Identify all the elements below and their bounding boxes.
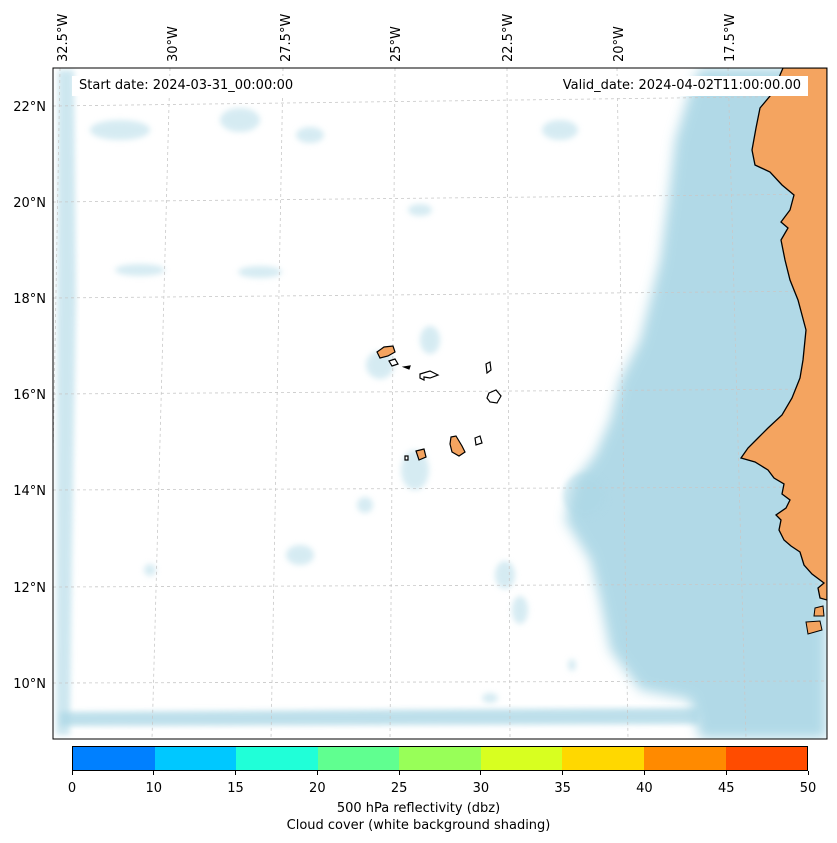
island-brava bbox=[404, 455, 409, 461]
colorbar-tick-mark bbox=[480, 771, 482, 775]
colorbar-segment bbox=[562, 747, 644, 770]
colorbar-tick-mark bbox=[235, 771, 237, 775]
lon-label: 32.5°W bbox=[56, 14, 71, 62]
colorbar-tick-label: 25 bbox=[390, 781, 408, 796]
colorbar-segment bbox=[725, 747, 808, 770]
colorbar-tick-mark bbox=[71, 771, 73, 775]
lat-label: 20°N bbox=[13, 196, 46, 211]
island-sao-vicente bbox=[388, 358, 399, 367]
colorbar-tick-mark bbox=[807, 771, 809, 775]
lon-label: 25°W bbox=[389, 26, 404, 62]
lon-label: 22.5°W bbox=[501, 14, 516, 62]
colorbar-segment bbox=[73, 747, 155, 770]
colorbar-tick-label: 50 bbox=[799, 781, 817, 796]
colorbar-segment bbox=[643, 747, 726, 770]
colorbar-tick-label: 10 bbox=[145, 781, 163, 796]
lat-label: 12°N bbox=[13, 581, 46, 596]
island-boa-vista bbox=[486, 389, 502, 404]
colorbar bbox=[72, 746, 808, 771]
island-santo-antao bbox=[376, 345, 396, 359]
lon-labels: 32.5°W 30°W 27.5°W 25°W 22.5°W 20°W 17.5… bbox=[56, 14, 738, 62]
colorbar-segment bbox=[399, 747, 481, 770]
start-date-label: Start date: 2024-03-31_00:00:00 bbox=[72, 76, 301, 96]
colorbar-label: 500 hPa reflectivity (dbz) bbox=[336, 801, 501, 816]
cloud-band-coastal bbox=[565, 68, 827, 739]
island-maio bbox=[474, 435, 483, 446]
lat-label: 14°N bbox=[13, 484, 46, 499]
colorbar-sublabel: Cloud cover (white background shading) bbox=[286, 818, 551, 833]
map-frame bbox=[52, 67, 828, 740]
colorbar-tick-label: 15 bbox=[227, 781, 244, 796]
colorbar-segment bbox=[236, 747, 318, 770]
colorbar-tick-mark bbox=[153, 771, 155, 775]
colorbar-segment bbox=[317, 747, 400, 770]
island-fogo bbox=[415, 448, 427, 461]
colorbar-tick-label: 45 bbox=[717, 781, 735, 796]
lat-labels: 22°N 20°N 18°N 16°N 14°N 12°N 10°N bbox=[13, 100, 46, 692]
lat-label: 10°N bbox=[13, 677, 46, 692]
colorbar-tick-mark bbox=[398, 771, 400, 775]
colorbar-tick-label: 35 bbox=[554, 781, 571, 796]
lat-label: 22°N bbox=[13, 100, 46, 115]
colorbar-segment bbox=[480, 747, 563, 770]
island-santiago bbox=[449, 435, 466, 457]
bijagos-islands bbox=[805, 605, 825, 635]
colorbar-tick-mark bbox=[562, 771, 564, 775]
lat-label: 18°N bbox=[13, 292, 46, 307]
valid-date-label: Valid_date: 2024-04-02T11:00:00.00 bbox=[555, 76, 808, 96]
colorbar-tick-label: 40 bbox=[636, 781, 653, 796]
lon-label: 20°W bbox=[612, 26, 627, 62]
graticule bbox=[53, 68, 827, 739]
colorbar-tick-label: 20 bbox=[309, 781, 326, 796]
cape-verde-islands bbox=[376, 345, 502, 461]
colorbar-tick-mark bbox=[725, 771, 727, 775]
lon-label: 27.5°W bbox=[279, 14, 294, 62]
colorbar-tick-mark bbox=[643, 771, 645, 775]
map-panel: 32.5°W 30°W 27.5°W 25°W 22.5°W 20°W 17.5… bbox=[13, 14, 828, 740]
island-santa-luzia bbox=[401, 365, 411, 370]
island-sao-nicolau bbox=[419, 370, 440, 381]
lat-label: 16°N bbox=[13, 388, 46, 403]
africa-coastline bbox=[739, 68, 827, 601]
colorbar-ticks: 0 10 15 20 25 30 35 40 45 50 bbox=[68, 771, 816, 801]
lon-label: 30°W bbox=[166, 26, 181, 62]
colorbar-tick-mark bbox=[316, 771, 318, 775]
cloud-cover-layer bbox=[56, 68, 827, 739]
colorbar-segment bbox=[154, 747, 237, 770]
island-sal bbox=[485, 361, 492, 375]
cloud-strip-west bbox=[56, 70, 76, 735]
colorbar-tick-label: 0 bbox=[67, 781, 77, 796]
cloud-band-south bbox=[60, 708, 700, 726]
colorbar-tick-label: 30 bbox=[472, 781, 490, 796]
lon-label: 17.5°W bbox=[723, 14, 738, 62]
